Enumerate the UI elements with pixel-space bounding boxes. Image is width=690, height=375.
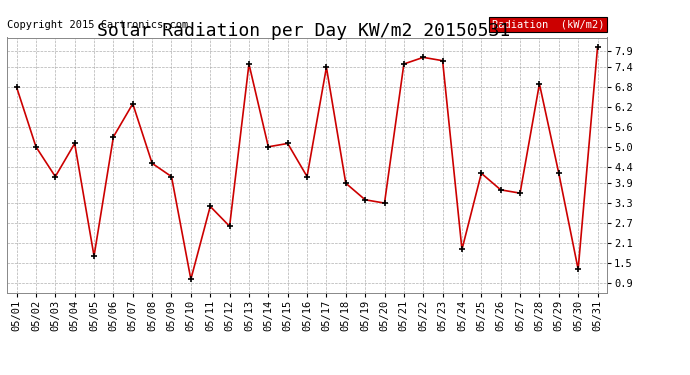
Text: Solar Radiation per Day KW/m2 20150531: Solar Radiation per Day KW/m2 20150531 (97, 22, 510, 40)
Text: Copyright 2015 Cartronics.com: Copyright 2015 Cartronics.com (7, 20, 188, 30)
Text: Radiation  (kW/m2): Radiation (kW/m2) (492, 20, 604, 30)
